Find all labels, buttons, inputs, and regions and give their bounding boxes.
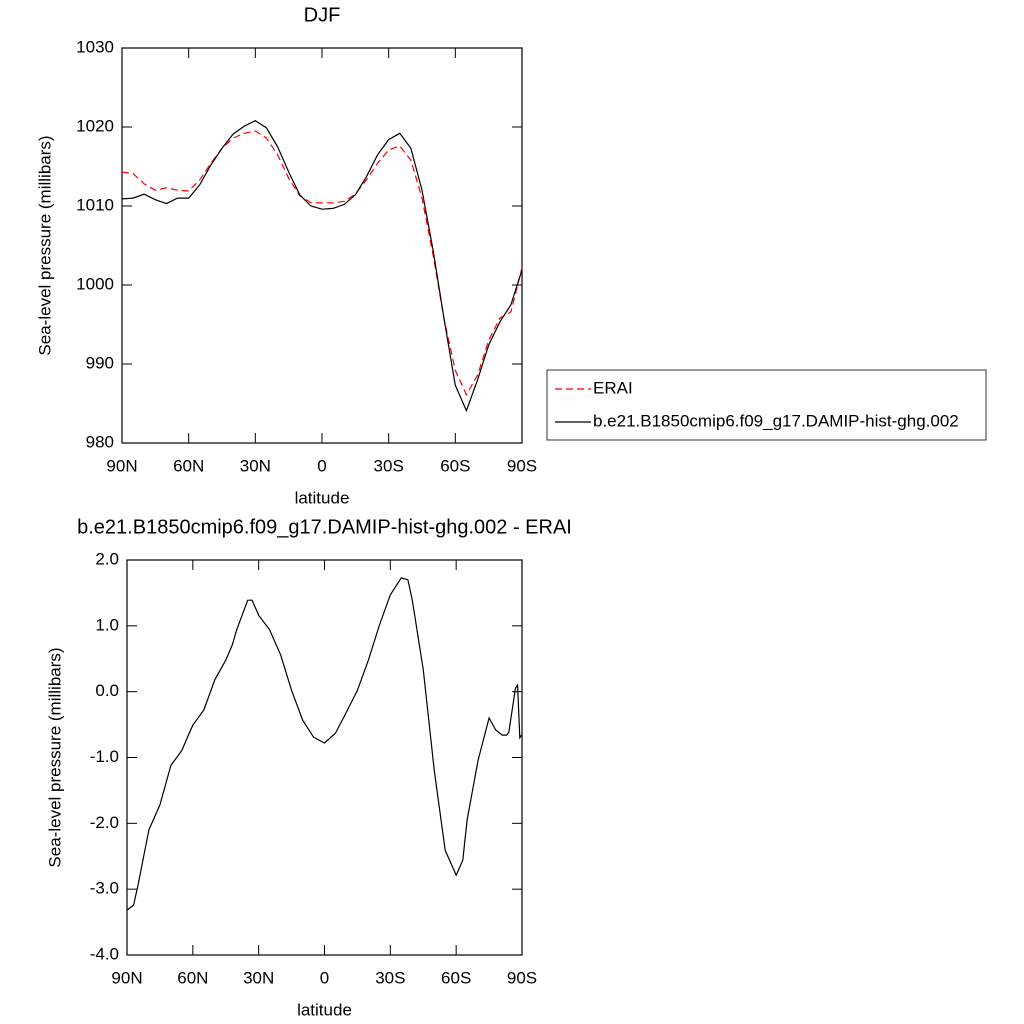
y-tick-label: -3.0 <box>90 879 119 898</box>
y-tick-label: 2.0 <box>95 549 119 568</box>
x-tick-label: 90N <box>106 456 137 475</box>
x-tick-label: 90N <box>111 968 142 987</box>
chart-title: b.e21.B1850cmip6.f09_g17.DAMIP-hist-ghg.… <box>77 516 572 538</box>
y-tick-label: -2.0 <box>90 813 119 832</box>
x-tick-label: 30N <box>243 968 274 987</box>
x-tick-label: 0 <box>317 456 326 475</box>
y-tick-label: 1030 <box>76 37 114 56</box>
legend-box <box>546 369 987 441</box>
y-tick-label: -1.0 <box>90 747 119 766</box>
y-tick-label: 980 <box>86 432 114 451</box>
x-tick-label: 60N <box>173 456 204 475</box>
y-tick-label: 1020 <box>76 116 114 135</box>
x-tick-label: 30N <box>240 456 271 475</box>
x-tick-label: 60S <box>441 968 471 987</box>
series-line <box>121 120 523 413</box>
series-line <box>126 577 523 911</box>
legend-label: b.e21.B1850cmip6.f09_g17.DAMIP-hist-ghg.… <box>593 411 959 430</box>
x-axis-label: latitude <box>297 1000 352 1019</box>
x-tick-label: 90S <box>507 968 537 987</box>
y-tick-label: 1000 <box>76 274 114 293</box>
x-tick-label: 90S <box>507 456 537 475</box>
x-tick-label: 30S <box>374 456 404 475</box>
y-tick-label: 0.0 <box>95 681 119 700</box>
y-tick-label: 990 <box>86 353 114 372</box>
y-axis-label: Sea-level pressure (millibars) <box>35 135 54 355</box>
y-tick-label: 1.0 <box>95 615 119 634</box>
x-tick-label: 60S <box>440 456 470 475</box>
legend-label: ERAI <box>593 378 633 397</box>
x-tick-label: 30S <box>375 968 405 987</box>
x-tick-label: 0 <box>320 968 329 987</box>
y-axis-label: Sea-level pressure (millibars) <box>45 647 64 867</box>
plot-frame <box>126 559 523 956</box>
chart-title: DJF <box>304 4 341 26</box>
series-line <box>121 130 523 397</box>
y-tick-label: -4.0 <box>90 944 119 963</box>
y-tick-label: 1010 <box>76 195 114 214</box>
x-tick-label: 60N <box>177 968 208 987</box>
x-axis-label: latitude <box>295 488 350 507</box>
